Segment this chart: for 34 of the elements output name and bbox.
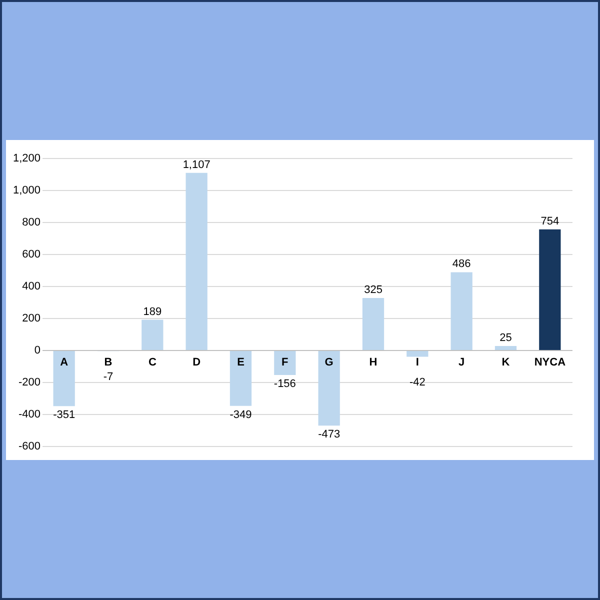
x-tick-label: A bbox=[60, 356, 68, 368]
data-label: 486 bbox=[452, 258, 471, 270]
y-tick-label: 800 bbox=[22, 216, 40, 228]
x-tick-label: F bbox=[282, 356, 289, 368]
data-label: 325 bbox=[364, 284, 382, 296]
x-tick-label: K bbox=[502, 356, 510, 368]
y-tick-label: -600 bbox=[18, 440, 40, 452]
x-tick-label: H bbox=[369, 356, 378, 368]
data-label: 25 bbox=[500, 332, 512, 344]
data-label: 189 bbox=[143, 306, 162, 318]
data-label: -473 bbox=[318, 428, 340, 441]
x-tick-label: D bbox=[192, 356, 201, 368]
data-label: -156 bbox=[274, 378, 296, 390]
data-label: -349 bbox=[230, 408, 252, 421]
y-tick-label: 200 bbox=[22, 312, 40, 324]
data-label: -7 bbox=[103, 371, 114, 384]
x-tick-label: I bbox=[416, 356, 419, 368]
y-tick-label: -400 bbox=[18, 408, 40, 420]
y-tick-label: -200 bbox=[18, 376, 40, 388]
data-label: -42 bbox=[409, 376, 426, 389]
data-label: 1,107 bbox=[182, 158, 210, 171]
x-tick-label: B bbox=[104, 356, 112, 368]
y-tick-label: 600 bbox=[22, 248, 40, 260]
x-tick-label: G bbox=[324, 356, 334, 368]
y-tick-label: 400 bbox=[22, 280, 40, 292]
y-tick-label: 1,200 bbox=[12, 152, 40, 164]
data-label: 754 bbox=[540, 215, 560, 228]
x-tick-label: J bbox=[458, 356, 465, 368]
x-tick-label: C bbox=[148, 356, 156, 368]
data-label: -351 bbox=[53, 409, 76, 422]
x-tick-label: E bbox=[237, 356, 244, 368]
y-tick-label: 0 bbox=[34, 344, 40, 356]
y-tick-label: 1,000 bbox=[12, 184, 40, 196]
x-tick-label: NYCA bbox=[534, 356, 566, 368]
